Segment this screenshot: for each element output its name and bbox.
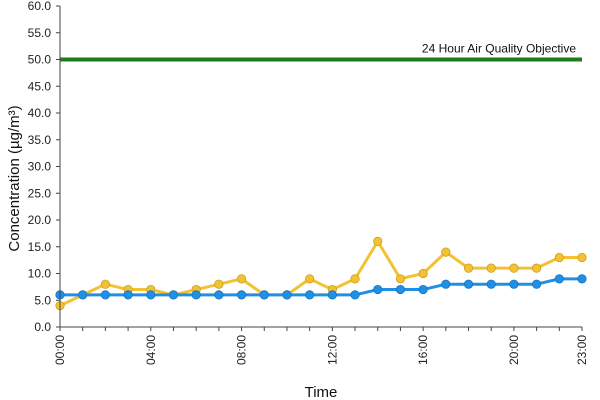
series-1-point [554, 252, 564, 263]
y-tick-label: 5.0 [34, 293, 51, 307]
y-tick-label: 25.0 [28, 186, 52, 200]
series-2-point [509, 279, 519, 289]
x-tick-label: 08:00 [235, 335, 249, 365]
y-axis-title: Concentration (µg/m³) [6, 105, 23, 251]
series-group [55, 236, 587, 311]
series-2-point [395, 284, 406, 295]
series-2-point [577, 274, 587, 284]
series-1-point [509, 263, 519, 273]
series-2-point [327, 290, 337, 300]
series-2-point [146, 290, 156, 300]
y-tick-label: 35.0 [28, 133, 52, 147]
reference-line-group: 24 Hour Air Quality Objective [60, 42, 582, 62]
series-2-line [60, 277, 582, 297]
series-2-point [441, 279, 451, 289]
x-tick-label: 04:00 [144, 335, 158, 365]
series-1-point [236, 274, 247, 284]
series-1-point [100, 279, 110, 289]
y-tick-label: 60.0 [28, 0, 52, 13]
series-1-point [486, 263, 496, 273]
series-2-point [532, 279, 542, 289]
series-1-point [441, 247, 451, 257]
series-2-point [282, 290, 292, 300]
series-2-point [486, 279, 496, 289]
x-tick-label: 23:00 [575, 335, 589, 365]
y-tick-label: 40.0 [28, 106, 52, 120]
y-tick-label: 30.0 [28, 160, 52, 174]
air-quality-objective-label: 24 Hour Air Quality Objective [422, 42, 576, 56]
x-tick-label: 16:00 [416, 335, 430, 365]
series-2-point [373, 284, 383, 295]
series-2-point [463, 279, 474, 289]
x-ticks: 00:00 04:00 08:00 12:00 16:00 20:00 23:00 [53, 327, 589, 365]
series-1-point [214, 279, 224, 289]
series-2-point [214, 290, 224, 300]
x-axis-title: Time [305, 384, 338, 400]
y-tick-label: 0.0 [34, 320, 51, 334]
series-2-point [168, 290, 179, 300]
series-1-point [532, 263, 542, 273]
y-tick-label: 15.0 [28, 240, 52, 254]
series-1-point [350, 274, 360, 284]
series-2-point [305, 290, 315, 300]
series-1-point [373, 236, 383, 246]
series-2-point [100, 290, 110, 300]
y-tick-label: 50.0 [28, 53, 52, 67]
x-tick-label: 12:00 [325, 335, 339, 365]
series-2-point [554, 274, 564, 284]
series-2-point [123, 290, 133, 300]
series-1-point [395, 274, 406, 284]
series-1-point [305, 274, 315, 284]
series-2-point [350, 290, 360, 300]
series-1-point [463, 263, 474, 273]
series-2-point [418, 284, 428, 295]
y-tick-label: 55.0 [28, 26, 52, 40]
x-tick-label: 20:00 [507, 335, 521, 365]
series-2-point [236, 290, 247, 300]
series-2-point [78, 290, 88, 300]
y-tick-label: 10.0 [28, 267, 52, 281]
x-tick-label: 00:00 [53, 335, 67, 365]
series-1-point [418, 268, 428, 279]
series-1-point [577, 252, 587, 263]
y-tick-label: 20.0 [28, 213, 52, 227]
series-2-point [191, 290, 201, 300]
y-ticks: 0.0 5.0 10.0 15.0 20.0 25.0 30.0 35.0 40.0 45.0 50… [28, 0, 60, 334]
series-2-point [259, 290, 269, 300]
y-tick-label: 45.0 [28, 79, 52, 93]
